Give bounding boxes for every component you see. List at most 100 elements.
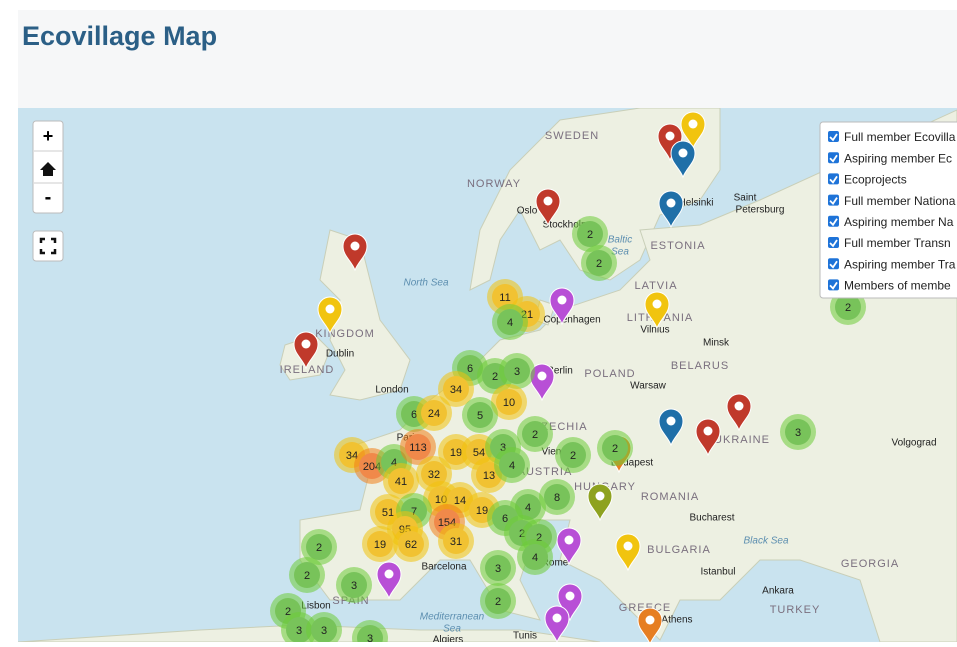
cluster[interactable] [522,421,548,447]
map-label: Berlin [547,366,573,377]
marker-dot [645,615,655,625]
cluster-count: 3 [495,563,501,575]
home-button[interactable] [40,162,56,176]
cluster[interactable] [398,531,424,557]
cluster[interactable] [496,389,522,415]
marker-pin[interactable] [670,140,696,179]
zoom-out[interactable]: - [45,186,52,208]
marker-pin[interactable] [544,605,570,642]
marker-dot [325,304,335,314]
cluster[interactable] [443,376,469,402]
marker-pin[interactable] [556,527,582,566]
marker-pin[interactable] [529,363,555,402]
fullscreen-button[interactable] [32,230,64,262]
cluster[interactable] [504,358,530,384]
marker-pin[interactable] [317,296,343,335]
cluster[interactable] [286,617,312,642]
map[interactable]: SWEDEN NORWAY Oslo Stockholm Helsinki SaintPe… [18,108,957,642]
cluster[interactable] [485,588,511,614]
cluster-count: 4 [391,457,397,469]
cluster[interactable] [835,294,861,320]
zoom-in[interactable]: + [43,126,54,146]
cluster[interactable] [421,461,447,487]
marker-pin[interactable] [726,393,752,432]
cluster[interactable] [357,625,383,642]
cluster[interactable] [560,442,586,468]
marker-pin[interactable] [615,533,641,572]
marker-pin[interactable] [695,418,721,457]
cluster-count: 54 [473,447,485,459]
map-label: Bucharest [689,513,734,524]
cluster[interactable] [485,555,511,581]
cluster[interactable] [602,435,628,461]
cluster-count: 2 [596,258,602,270]
marker-pin[interactable] [342,233,368,272]
marker-pin[interactable] [658,190,684,229]
marker-pin[interactable] [587,483,613,522]
marker-dot [564,535,574,545]
map-label: Athens [661,615,692,626]
cluster-count: 19 [450,447,462,459]
map-label: Vilnius [640,325,669,336]
marker-pin[interactable] [680,111,706,150]
marker-pin[interactable] [644,291,670,330]
marker-pin[interactable] [557,583,583,622]
cluster-count: 7 [411,506,417,518]
cluster[interactable] [467,402,493,428]
cluster[interactable] [577,221,603,247]
marker-dot [665,131,675,141]
cluster[interactable] [586,250,612,276]
map-label: BELARUS [671,360,729,372]
legend-label: Ecoprojects [844,173,907,187]
map-label: Tunis [513,631,537,642]
map-label: Istanbul [700,567,735,578]
cluster[interactable] [367,531,393,557]
map-label: Baltic [608,235,632,246]
cluster[interactable] [499,452,525,478]
cluster-count: 4 [507,317,513,329]
map-label: ESTONIA [650,240,705,252]
cluster-count: 34 [346,450,358,462]
cluster-count: 34 [450,384,462,396]
map-label: BULGARIA [647,544,711,556]
map-label: Copenhagen [543,315,600,326]
marker-pin[interactable] [293,331,319,370]
cluster[interactable] [492,284,518,310]
legend-label: Members of membe [844,279,951,293]
map-label: AUSTRIA [518,466,573,478]
marker-pin[interactable] [549,287,575,326]
cluster[interactable] [544,484,570,510]
cluster[interactable] [306,534,332,560]
cluster-count: 6 [411,409,417,421]
cluster[interactable] [311,617,337,642]
marker-pin[interactable] [535,188,561,227]
cluster-count: 4 [509,460,515,472]
cluster[interactable] [405,434,431,460]
cluster-count: 2 [612,443,618,455]
cluster-count: 13 [483,470,495,482]
marker-pin[interactable] [637,607,663,642]
cluster-count: 32 [428,469,440,481]
cluster[interactable] [341,572,367,598]
cluster-count: 3 [296,625,302,637]
cluster-count: 3 [351,580,357,592]
map-label: Stockholm [543,220,590,231]
cluster[interactable] [522,544,548,570]
marker-pin[interactable] [658,408,684,447]
header-bg [18,10,957,108]
map-label: GEORGIA [841,558,899,570]
cluster[interactable] [443,528,469,554]
cluster-count: 31 [450,536,462,548]
cluster[interactable] [294,562,320,588]
cluster[interactable] [497,309,523,335]
cluster-count: 5 [477,410,483,422]
marker-dot [543,196,553,206]
marker-dot [350,241,360,251]
cluster[interactable] [421,400,447,426]
cluster[interactable] [388,468,414,494]
cluster[interactable] [785,419,811,445]
cluster-count: 2 [492,371,498,383]
cluster-count: 14 [454,495,466,507]
marker-pin[interactable] [376,561,402,600]
